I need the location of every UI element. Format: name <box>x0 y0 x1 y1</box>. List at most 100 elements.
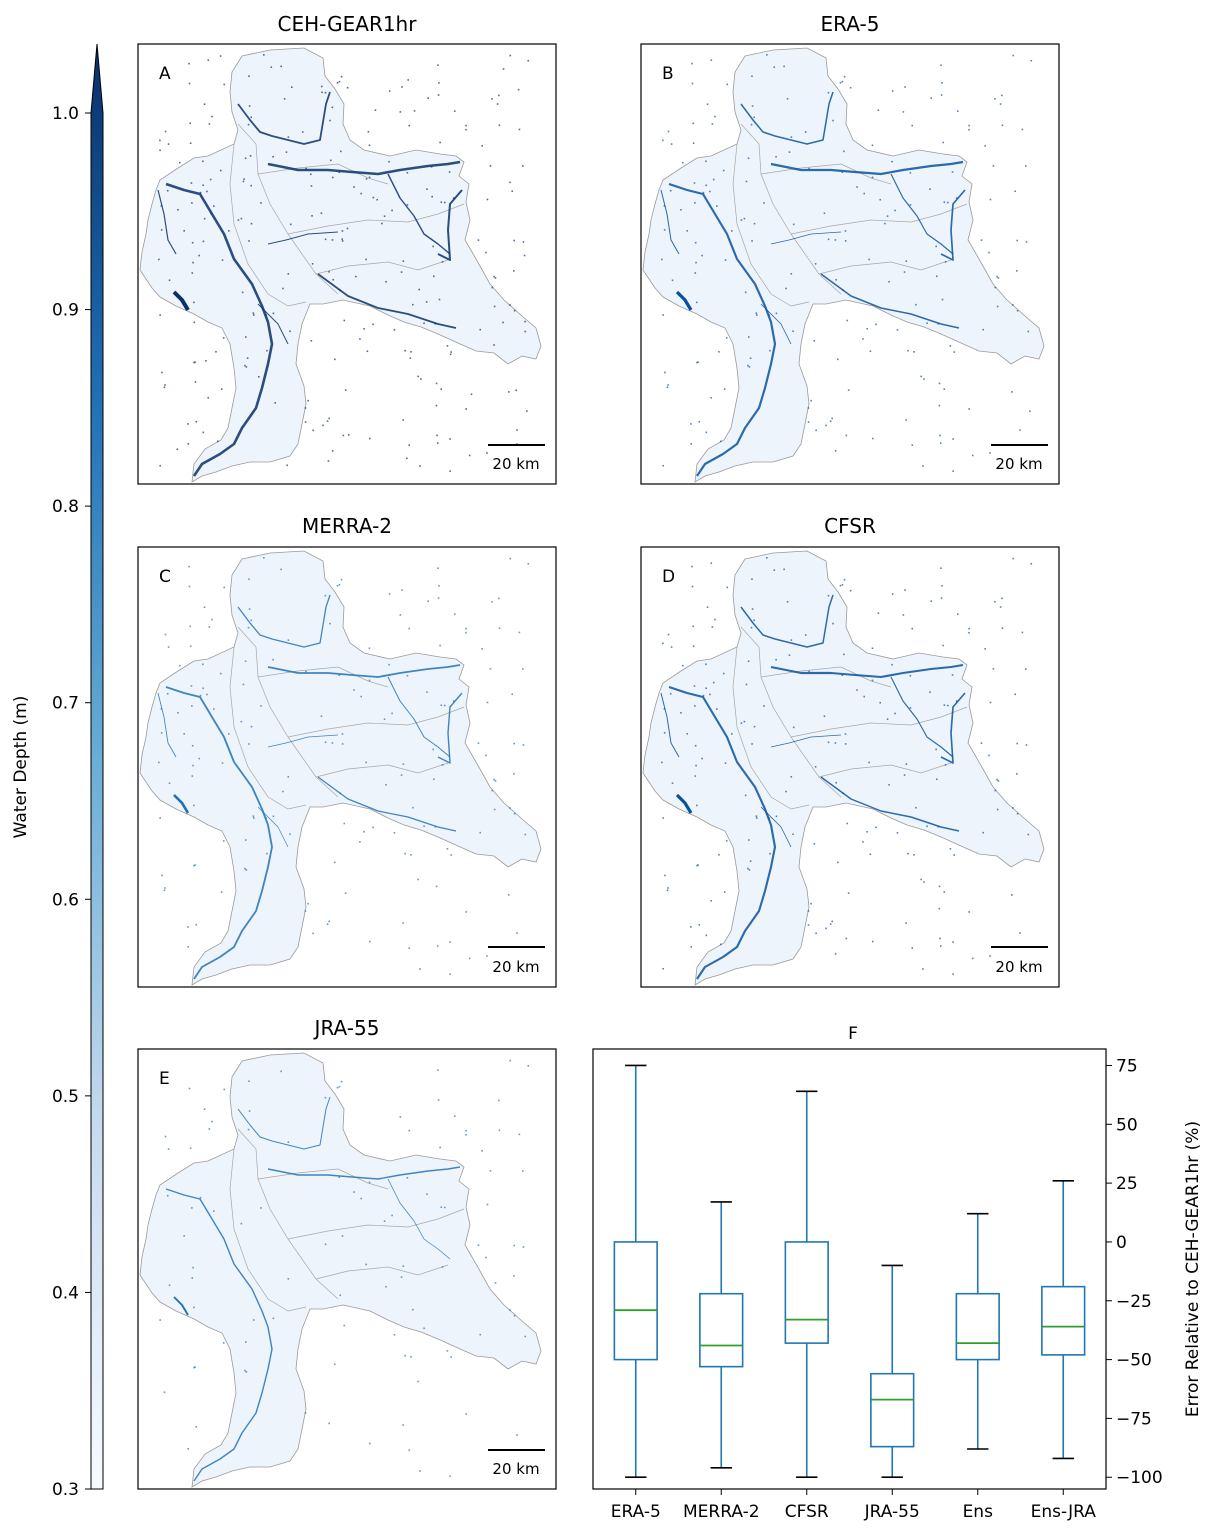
flood-pixel <box>272 312 275 315</box>
subcatchment-boundary <box>257 163 389 185</box>
river-flood-extent <box>890 173 954 255</box>
flood-pixel <box>287 1278 290 1280</box>
flood-pixel <box>856 689 858 691</box>
flood-pixel <box>913 854 915 856</box>
flood-pixel <box>413 110 416 112</box>
flood-pixel <box>440 201 443 203</box>
flood-pixel <box>368 437 371 440</box>
flood-pixel <box>835 781 838 784</box>
flood-pixel <box>671 782 674 785</box>
flood-pixel <box>353 1191 355 1193</box>
flood-pixel <box>191 241 194 244</box>
flood-pixel <box>440 1206 443 1208</box>
river-flood-extent <box>387 173 451 255</box>
map-panel-d: CFSR D 20 km <box>640 514 1060 988</box>
flood-pixel <box>711 626 714 628</box>
flood-pixel <box>208 626 211 628</box>
flood-pixel <box>410 854 412 856</box>
flood-pixel <box>432 748 434 751</box>
flood-pixel <box>470 393 473 396</box>
flood-pixel <box>691 585 694 588</box>
flood-pixel <box>984 648 986 650</box>
flood-pixel <box>1001 94 1003 97</box>
flood-pixel <box>381 222 383 225</box>
flood-pixel <box>202 184 204 187</box>
flood-pixel <box>193 1366 195 1369</box>
flood-pixel <box>248 105 251 107</box>
y-tick-label: −50 <box>1116 1351 1152 1371</box>
flood-pixel <box>158 761 160 764</box>
flood-pixel <box>265 314 267 316</box>
flood-pixel <box>745 683 748 686</box>
flood-pixel <box>191 705 193 707</box>
flood-pixel <box>363 830 365 833</box>
flood-pixel <box>290 86 293 89</box>
flood-pixel <box>213 1210 215 1212</box>
flood-pixel <box>513 812 516 815</box>
flood-pixel <box>902 614 905 616</box>
flood-pixel <box>372 196 375 199</box>
flood-pixel <box>219 55 222 57</box>
flood-pixel <box>242 683 245 686</box>
flood-pixel <box>935 778 938 781</box>
flood-pixel <box>385 280 387 283</box>
flood-pixel <box>272 815 275 818</box>
box-ens-jra <box>1041 1179 1086 1460</box>
flood-pixel <box>417 375 419 378</box>
flood-pixel <box>158 258 160 261</box>
flood-pixel <box>450 351 452 353</box>
flood-pixel <box>272 1317 275 1320</box>
flood-pixel <box>706 103 709 105</box>
flood-pixel <box>320 715 323 718</box>
flood-pixel <box>307 902 309 905</box>
flood-pixel <box>524 320 526 323</box>
flood-pixel <box>709 190 711 193</box>
flood-pixel <box>211 1120 213 1123</box>
flood-pixel <box>982 328 985 331</box>
flood-pixel <box>763 705 765 707</box>
flood-pixel <box>875 826 877 829</box>
flood-pixel <box>452 197 455 199</box>
flood-pixel <box>696 361 698 364</box>
flood-pixel <box>385 1285 387 1288</box>
flood-pixel <box>988 251 990 254</box>
flood-pixel <box>220 388 223 390</box>
flood-pixel <box>807 924 810 926</box>
flood-pixel <box>240 720 243 723</box>
flood-pixel <box>485 251 487 254</box>
flood-pixel <box>763 202 765 204</box>
flood-pixel <box>496 103 499 105</box>
flood-pixel <box>513 270 515 272</box>
flood-pixel <box>847 389 850 391</box>
flood-pixel <box>438 585 440 587</box>
flood-pixel <box>406 457 408 460</box>
flood-pixel <box>843 150 845 153</box>
flood-pixel <box>240 217 243 220</box>
flood-pixel <box>518 1133 521 1136</box>
flood-pixel <box>813 842 816 845</box>
flood-pixel <box>402 419 404 421</box>
flood-pixel <box>971 454 974 457</box>
flood-pixel <box>208 123 211 125</box>
flood-pixel <box>841 583 844 586</box>
river-flood-extent <box>940 189 966 261</box>
flood-pixel <box>164 633 167 636</box>
flood-pixel <box>359 338 361 340</box>
flood-pixel <box>747 660 750 663</box>
flood-pixel <box>193 804 195 807</box>
scale-bar-label: 20 km <box>492 958 539 976</box>
flood-pixel <box>1001 627 1004 630</box>
flood-pixel <box>1019 429 1021 431</box>
flood-pixel <box>769 349 771 352</box>
flood-pixel <box>666 386 669 389</box>
flood-pixel <box>304 407 307 409</box>
flood-pixel <box>401 86 403 88</box>
flood-pixel <box>408 1129 411 1132</box>
flood-pixel <box>330 159 332 162</box>
flood-pixel <box>408 124 411 127</box>
flood-pixel <box>926 825 928 828</box>
flood-pixel <box>244 1341 247 1343</box>
flood-pixel <box>329 119 331 122</box>
flood-pixel <box>189 122 192 125</box>
